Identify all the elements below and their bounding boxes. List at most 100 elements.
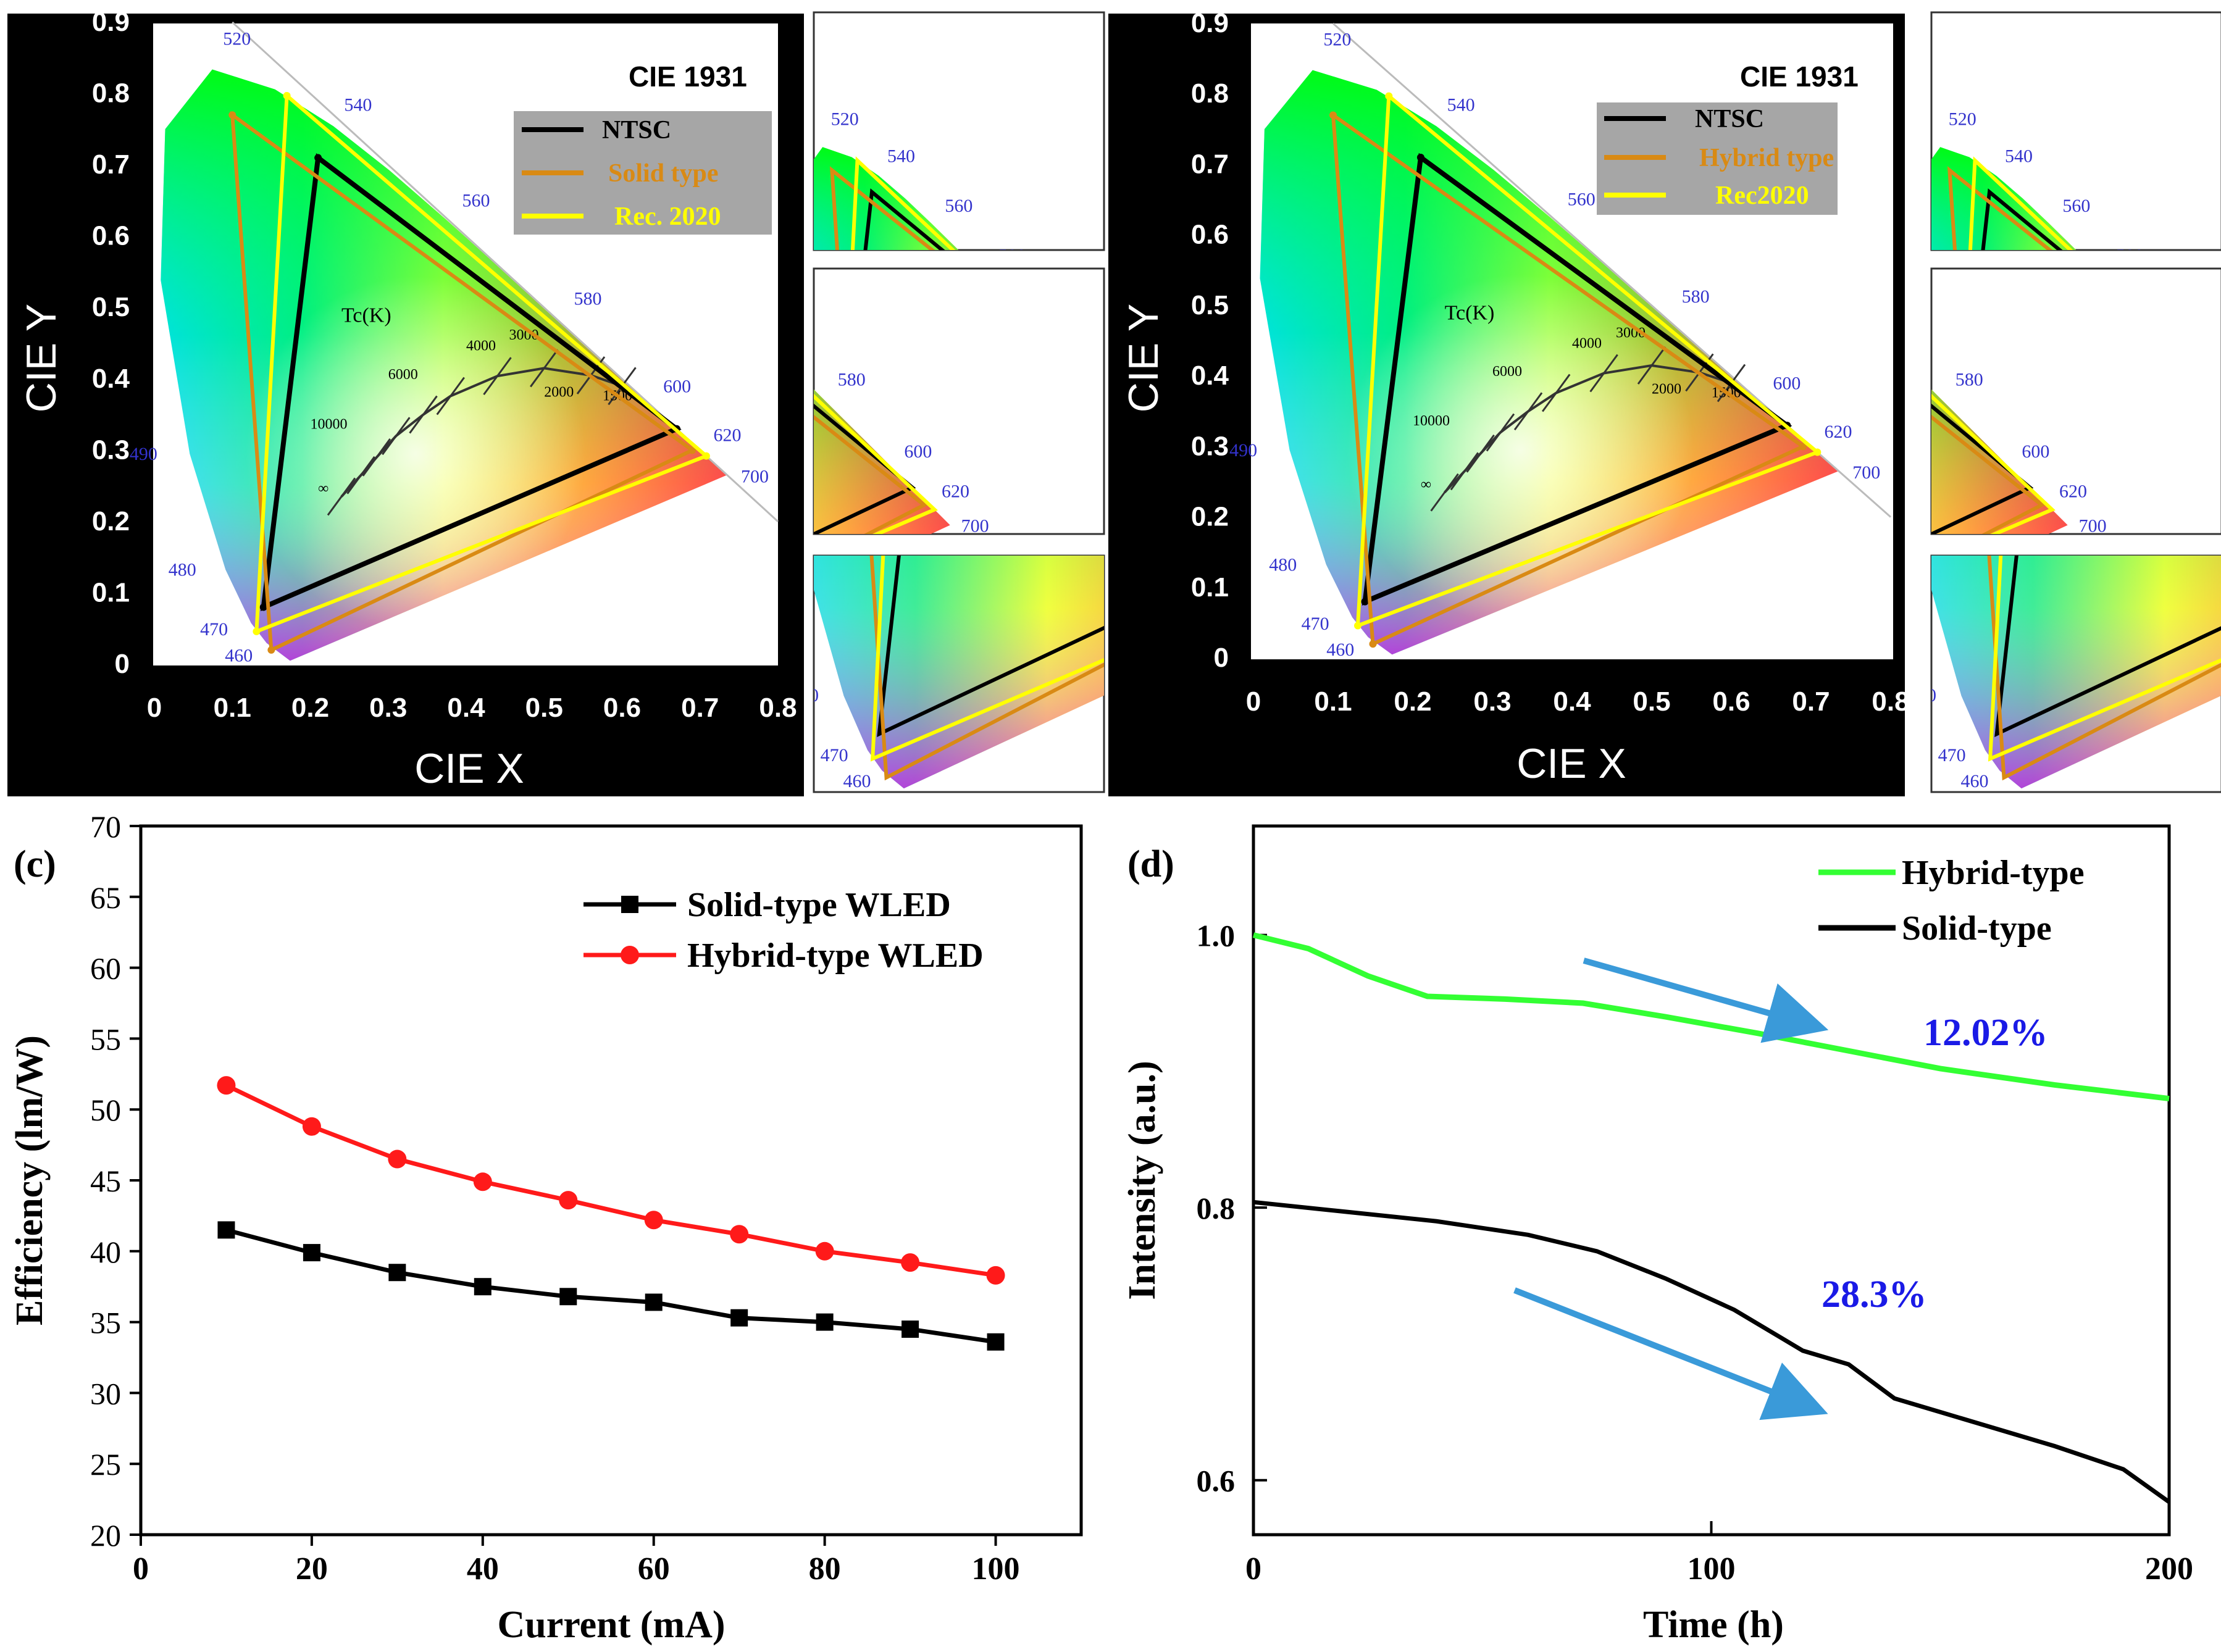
- c-x-tick-0: 0: [133, 1551, 149, 1587]
- inset-wavelength-2-460: 460: [1960, 771, 1988, 791]
- x-tick-0: 0: [147, 693, 162, 723]
- panel-b-ylabel: CIE Y: [1120, 304, 1167, 412]
- c-series-line-0: [225, 1227, 997, 1345]
- cct-label-1: 6000: [1492, 364, 1522, 380]
- panel-c-label: (c): [14, 843, 56, 885]
- wavelength-label-620: 620: [1825, 422, 1852, 442]
- inset-wavelength-1-700: 700: [2079, 515, 2107, 536]
- c-x-tick-100: 100: [972, 1551, 1020, 1587]
- y-tick-0: 0: [1214, 643, 1229, 673]
- panel-a-title: CIE 1931: [629, 60, 747, 93]
- c-x-tick-80: 80: [809, 1551, 841, 1587]
- inset-wavelength-0-580: 580: [998, 246, 1026, 266]
- x-tick-0.4: 0.4: [1553, 686, 1591, 717]
- y-tick-0.4: 0.4: [1191, 361, 1229, 391]
- gamut-vertex-0-1: [1416, 154, 1424, 162]
- panel-d-label: (d): [1127, 843, 1174, 885]
- gamut-triangle-0: [260, 153, 682, 611]
- inset-wavelength-1-580: 580: [1955, 370, 1983, 390]
- inset-gamut-2-0: [877, 556, 1104, 738]
- wavelength-label-470: 470: [200, 619, 228, 640]
- x-tick-0.8: 0.8: [1872, 686, 1909, 717]
- c-point-hybrid-100: [986, 1266, 1005, 1285]
- wavelength-label-520: 520: [223, 28, 251, 49]
- wavelength-label-460: 460: [225, 646, 253, 666]
- legend-label-hybrid-type: Hybrid-type: [1902, 854, 2085, 892]
- wavelength-label-490: 490: [1229, 440, 1257, 461]
- inset-wavelength-2-460: 460: [843, 771, 871, 791]
- gamut-vertex-0-1: [314, 154, 322, 162]
- panel-b-title: CIE 1931: [1740, 60, 1859, 93]
- c-y-tick-45: 45: [90, 1164, 121, 1198]
- inset-locus-shade-0: [814, 147, 959, 250]
- c-y-tick-65: 65: [90, 880, 121, 915]
- c-point-hybrid-60: [644, 1211, 663, 1230]
- cct-label-0: 10000: [1413, 413, 1450, 429]
- inset-gamut-2-0: [1994, 556, 2221, 738]
- planckian-locus: [1444, 364, 1732, 493]
- inset-wavelength-0-520: 520: [831, 109, 859, 129]
- inset-wavelength-0-520: 520: [1949, 109, 1976, 129]
- isotemp-line-1: [346, 456, 375, 494]
- inset-wavelength-2-480: 480: [1909, 685, 1936, 706]
- isotemp-line-5: [436, 377, 465, 415]
- inset-wavelength-0-560: 560: [2062, 196, 2090, 216]
- gamut-vertex-1-1: [1329, 111, 1337, 119]
- c-point-hybrid-20: [302, 1117, 321, 1136]
- wavelength-label-560: 560: [1568, 190, 1596, 210]
- wavelength-label-560: 560: [462, 190, 490, 211]
- x-tick-0.7: 0.7: [1792, 686, 1830, 717]
- c-point-solid-10: [217, 1221, 235, 1239]
- panel-b-label: (b): [1115, 33, 1161, 75]
- inset-wavelength-2-470: 470: [1938, 745, 1966, 766]
- wavelength-label-600: 600: [1773, 373, 1801, 394]
- inset-wavelength-2-470: 470: [821, 745, 848, 766]
- legend-label-ntsc-b: NTSC: [1695, 105, 1764, 133]
- white-point-glow: [1260, 70, 1839, 655]
- inset-gamut-2-1: [869, 556, 1104, 781]
- c-x-tick-20: 20: [296, 1551, 328, 1587]
- wavelength-label-480: 480: [1269, 554, 1297, 575]
- panel-d-series: [1252, 932, 2171, 1504]
- isotemp-line-2: [362, 438, 391, 477]
- x-tick-0.6: 0.6: [1712, 686, 1750, 717]
- x-tick-0.5: 0.5: [1633, 686, 1670, 717]
- c-y-tick-25: 25: [90, 1447, 121, 1482]
- x-tick-0.3: 0.3: [369, 693, 407, 723]
- gamut-vertex-1-0: [1799, 443, 1807, 451]
- wavelength-label-600: 600: [663, 377, 691, 397]
- y-tick-0: 0: [115, 649, 130, 679]
- isotemp-line-4: [1513, 392, 1543, 431]
- y-tick-0.4: 0.4: [92, 364, 130, 394]
- x-tick-0.8: 0.8: [759, 693, 797, 723]
- c-y-tick-50: 50: [90, 1093, 121, 1127]
- legend-label-hybrid-wled: Hybrid-type WLED: [687, 937, 984, 975]
- inset-wavelength-1-700: 700: [961, 515, 989, 536]
- legend-marker-hybrid-wled: [621, 946, 639, 964]
- gamut-vertex-1-1: [228, 111, 236, 119]
- legend-label-hybrid: Hybrid type: [1699, 144, 1834, 172]
- x-tick-0.1: 0.1: [214, 693, 251, 723]
- inset-wavelength-0-560: 560: [945, 196, 972, 216]
- y-tick-0.6: 0.6: [92, 221, 130, 251]
- isotemp-line-3: [1486, 413, 1515, 452]
- y-tick-0.2: 0.2: [1191, 502, 1229, 532]
- d-y-tick-0.8: 0.8: [1197, 1191, 1236, 1225]
- cct-axis-label: Tc(K): [341, 304, 391, 327]
- isotemp-line-1: [1450, 452, 1479, 491]
- wavelength-label-490: 490: [130, 444, 157, 464]
- c-point-solid-60: [645, 1293, 663, 1311]
- cct-label-4: 2000: [1652, 382, 1681, 398]
- wavelength-label-540: 540: [1447, 94, 1475, 115]
- x-tick-0.4: 0.4: [447, 693, 485, 723]
- inset-wavelength-0-580: 580: [2116, 246, 2144, 266]
- c-y-tick-70: 70: [90, 809, 121, 844]
- y-tick-0.9: 0.9: [92, 7, 130, 37]
- c-y-tick-40: 40: [90, 1235, 121, 1269]
- panel-c-efficiency-chart: 0 20 40 60 80 100 20 25 30 35 40 45 50 55 60 65 70 (c) C…: [9, 809, 1083, 1646]
- gamut-triangle-2: [1355, 92, 1822, 628]
- c-point-solid-90: [901, 1320, 919, 1338]
